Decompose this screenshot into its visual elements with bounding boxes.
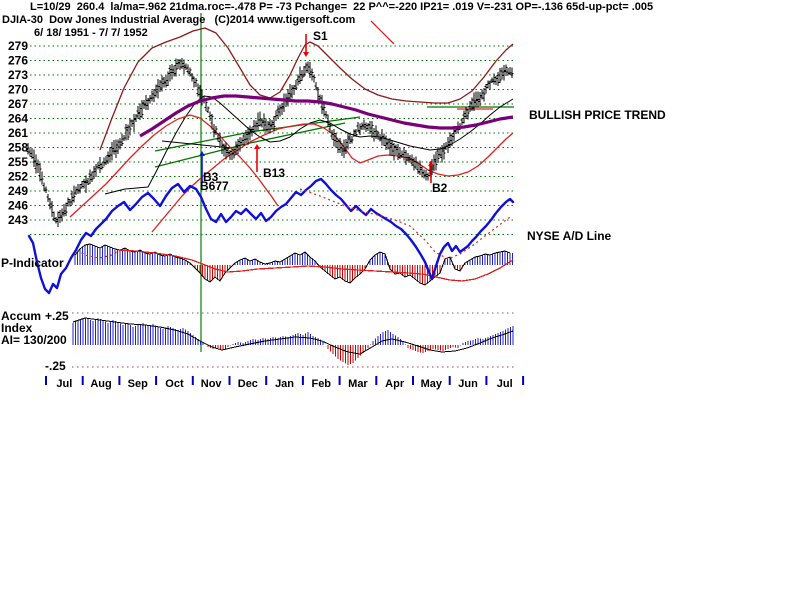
month-label: Feb [311,378,331,390]
month-label: Jul [56,378,72,390]
month-label: Mar [348,378,368,390]
minus-25-label: -.25 [45,359,66,373]
header-date-range: 6/ 18/ 1951 - 7/ 7/ 1952 [34,27,148,39]
y-axis-price-label: 258 [8,141,28,155]
nyse-ad-line [27,177,515,295]
accum-reference-lines [72,312,515,368]
y-axis-price-label: 264 [8,112,28,126]
y-axis-price-label: 279 [8,39,28,53]
month-label: Dec [238,378,258,390]
signal-label-b3: B3 [203,170,219,184]
accum-index-histogram [72,317,514,365]
signal-label-s1: S1 [313,29,328,43]
index-label: Index [1,321,33,335]
ai-ratio-label: AI= 130/200 [1,333,67,347]
y-axis-price-label: 252 [8,170,28,184]
y-axis-price-label: 243 [8,213,28,227]
up-arrow-icon [199,151,205,156]
bullish-price-trend-label: BULLISH PRICE TREND [529,108,666,122]
down-arrow-icon [303,52,309,57]
y-axis-price-label: 249 [8,184,28,198]
month-label: Aug [90,378,111,390]
month-axis: Jul Aug Sep Oct Nov Dec Jan Feb Mar Apr May Jun Jul [45,376,525,390]
plus-25-label: +.25 [45,309,69,323]
price-bars [26,58,514,227]
p-indicator-histogram [74,243,514,286]
month-label: Oct [165,378,184,390]
month-label: Jan [275,378,294,390]
month-label: Jun [458,378,478,390]
y-axis-price-label: 276 [8,54,28,68]
p-indicator-label: P-Indicator [1,256,64,270]
up-arrow-icon [254,144,260,149]
up-arrow-icon [428,161,434,166]
month-label: Apr [385,378,405,390]
purple-ma-line [139,94,514,138]
signal-annotations [199,34,434,183]
y-axis-price-label: 270 [8,83,28,97]
y-axis-price-label: 267 [8,97,28,111]
header-stats-line: L=10/29 260.4 la/ma=.962 21dma.roc=-.478… [30,1,654,13]
nyse-ad-line-label: NYSE A/D Line [527,229,612,243]
month-label: Nov [201,378,223,390]
month-label: Sep [128,378,148,390]
month-label: Jul [497,378,513,390]
y-axis-price-label: 255 [8,155,28,169]
signal-label-b13: B13 [263,166,286,180]
y-axis-price-label: 273 [8,68,28,82]
y-axis-price-label: 246 [8,199,28,213]
y-axis-price-label: 261 [8,126,28,140]
signal-label-b677: B677 [200,179,229,193]
month-label: May [421,378,443,390]
header-symbol-title: DJIA-30 Dow Jones Industrial Average (C)… [2,14,356,26]
signal-label-b2: B2 [432,181,448,195]
accum-label: Accum [1,309,42,323]
